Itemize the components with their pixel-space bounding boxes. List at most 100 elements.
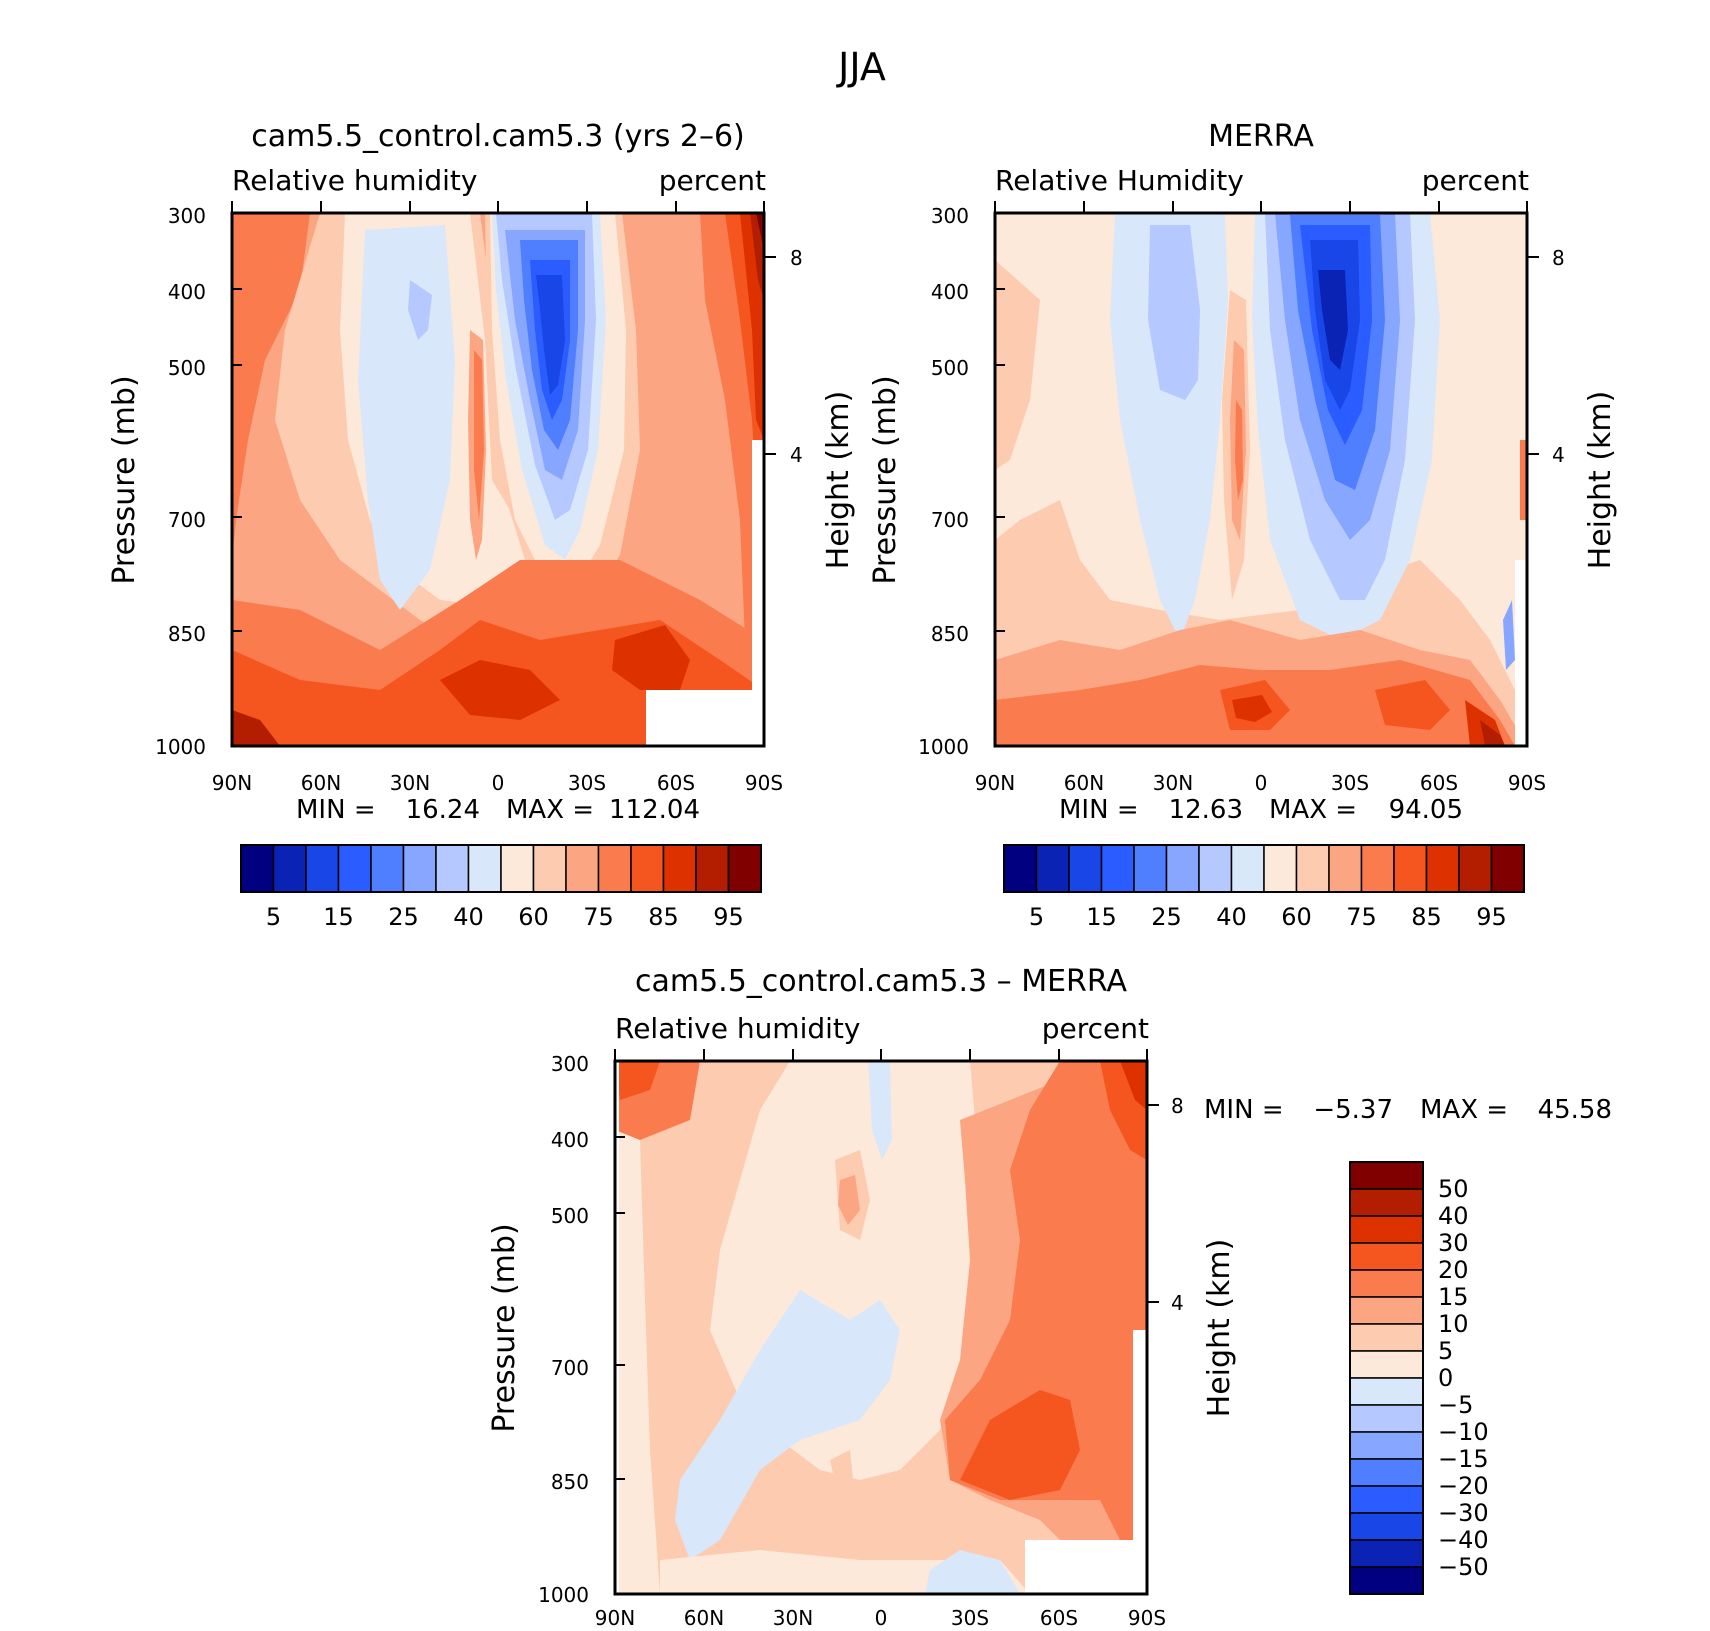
contour-band <box>440 660 560 720</box>
x-tick-label: 90N <box>595 1606 635 1630</box>
missing-data <box>615 1061 619 1594</box>
contour-field <box>615 1061 1147 1594</box>
contour-band <box>408 280 432 340</box>
colorbar-label: 5 <box>1029 903 1044 931</box>
y-tick-label: 1000 <box>918 735 969 759</box>
x-tick-label: 90N <box>975 771 1015 795</box>
colorbar-label: −5 <box>1438 1391 1473 1419</box>
colorbar-swatch <box>1393 844 1428 893</box>
colorbar-label: 95 <box>713 903 744 931</box>
colorbar-label: 10 <box>1438 1310 1469 1338</box>
panel-difference: cam5.5_control.cam5.3 – MERRA Relative h… <box>487 964 1612 1630</box>
y2-tick-label: 8 <box>1171 1094 1184 1118</box>
x-tick-label: 90S <box>745 771 783 795</box>
colorbar-swatch <box>1349 1512 1424 1541</box>
y-ticks: 300 400 500 700 850 1000 <box>918 204 1005 759</box>
min-label: MIN = <box>296 795 376 825</box>
y-tick-label: 1000 <box>155 735 206 759</box>
contour-band <box>960 1390 1080 1500</box>
colorbar-swatch <box>1035 844 1070 893</box>
contour-band <box>675 1290 900 1560</box>
y-axis-label: Pressure (mb) <box>868 375 903 584</box>
y-tick-label: 400 <box>931 280 969 304</box>
colorbar-swatch <box>1349 1323 1424 1352</box>
colorbar-swatch <box>1349 1161 1424 1190</box>
colorbar-label: 5 <box>1438 1337 1453 1365</box>
y-tick-label: 850 <box>168 622 206 646</box>
colorbar-swatch <box>337 844 372 893</box>
colorbar-swatch <box>1003 844 1038 893</box>
y-tick-label: 1000 <box>538 1583 589 1607</box>
x-tick-label: 90N <box>212 771 252 795</box>
missing-data <box>646 690 764 746</box>
missing-data <box>1515 560 1527 746</box>
x-tick-label: 60N <box>684 1606 724 1630</box>
contour-band <box>612 625 690 690</box>
colorbar-swatch <box>1360 844 1395 893</box>
y2-axis-label: Height (km) <box>821 391 856 570</box>
contour-band <box>1520 440 1527 520</box>
panel-title: MERRA <box>1208 119 1314 154</box>
x-ticks: 90N 60N 30N 0 30S 60S 90S <box>975 201 1546 795</box>
colorbar-label: −40 <box>1438 1526 1489 1554</box>
colorbar-swatch <box>1263 844 1298 893</box>
colorbar-swatch <box>1349 1377 1424 1406</box>
colorbar-label: 40 <box>1438 1202 1469 1230</box>
contour-band <box>1235 400 1243 500</box>
colorbar-swatch <box>435 844 470 893</box>
contour-band <box>1503 600 1515 670</box>
panel-merra: MERRA Relative Humidity percent <box>868 119 1618 931</box>
contour-field <box>995 213 1527 746</box>
y-ticks: 300 400 500 700 850 1000 <box>538 1052 625 1607</box>
y2-axis-label: Height (km) <box>1583 391 1618 570</box>
figure-title: JJA <box>836 45 886 89</box>
colorbar-label: 85 <box>648 903 679 931</box>
colorbar-swatch <box>1165 844 1200 893</box>
y2-ticks: 8 4 <box>764 246 803 467</box>
colorbar-swatch <box>1349 1404 1424 1433</box>
colorbar-label: 40 <box>453 903 484 931</box>
contour-band <box>232 213 310 560</box>
contour-band <box>750 213 764 300</box>
contour-band <box>868 1061 892 1160</box>
colorbar-swatch <box>565 844 600 893</box>
x-tick-label: 0 <box>1255 771 1268 795</box>
stats: MIN = 12.63 MAX = 94.05 <box>1059 795 1463 825</box>
colorbar-swatch <box>1295 844 1330 893</box>
contour-band <box>615 1120 660 1594</box>
y-tick-label: 400 <box>551 1128 589 1152</box>
contour-band <box>925 1550 1020 1594</box>
y-tick-label: 700 <box>931 508 969 532</box>
y2-ticks: 8 4 <box>1527 246 1565 467</box>
colorbar-swatch <box>1490 844 1525 893</box>
y2-axis-label: Height (km) <box>1202 1239 1237 1418</box>
contour-field <box>232 213 764 746</box>
colorbar-label: 30 <box>1438 1229 1469 1257</box>
colorbar-label: 15 <box>323 903 354 931</box>
x-tick-label: 30S <box>568 771 606 795</box>
x-ticks: 90N 60N 30N 0 30S 60S 90S <box>595 1049 1166 1630</box>
units-label: percent <box>1422 164 1529 197</box>
colorbar-swatch <box>240 844 275 893</box>
colorbar-swatch <box>630 844 665 893</box>
colorbar-label: −15 <box>1438 1445 1489 1473</box>
colorbar-swatch <box>1349 1350 1424 1379</box>
contour-band <box>358 225 455 610</box>
y-axis-label: Pressure (mb) <box>107 375 142 584</box>
colorbar-label: 60 <box>518 903 549 931</box>
x-tick-label: 90S <box>1508 771 1546 795</box>
stats: MIN = 16.24 MAX = 112.04 <box>296 795 700 825</box>
y-tick-label: 300 <box>551 1052 589 1076</box>
colorbar-swatch <box>1349 1215 1424 1244</box>
colorbar-swatch <box>500 844 535 893</box>
colorbar-swatch <box>727 844 762 893</box>
contour-band <box>1375 680 1450 730</box>
colorbar-swatch <box>662 844 697 893</box>
colorbar-swatch <box>1349 1188 1424 1217</box>
y-tick-label: 850 <box>551 1470 589 1494</box>
colorbar-swatch <box>1349 1458 1424 1487</box>
colorbar-label: 50 <box>1438 1175 1469 1203</box>
missing-data <box>752 440 764 700</box>
